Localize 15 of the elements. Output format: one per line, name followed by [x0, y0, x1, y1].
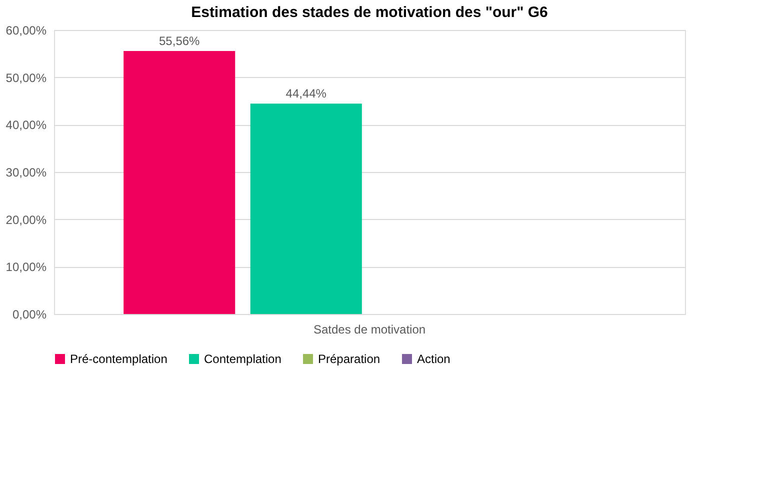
y-tick-label: 10,00%	[6, 260, 47, 274]
y-tick-label: 40,00%	[6, 118, 47, 132]
legend-label: Action	[417, 352, 450, 366]
data-label: 55,56%	[159, 34, 200, 48]
chart-title: Estimation des stades de motivation des "our" G6	[191, 4, 548, 21]
y-tick-label: 30,00%	[6, 166, 47, 180]
y-tick-label: 0,00%	[12, 308, 47, 322]
data-label: 44,44%	[286, 86, 327, 101]
legend-label: Pré-contemplation	[70, 352, 168, 366]
legend-label: Contemplation	[204, 352, 282, 366]
y-tick-label: 20,00%	[6, 212, 47, 227]
x-tick-label: Satdes de motivation	[313, 322, 426, 336]
y-tick-label: 50,00%	[6, 70, 47, 85]
legend-label: Préparation	[318, 352, 380, 366]
y-tick-label: 60,00%	[6, 24, 47, 38]
